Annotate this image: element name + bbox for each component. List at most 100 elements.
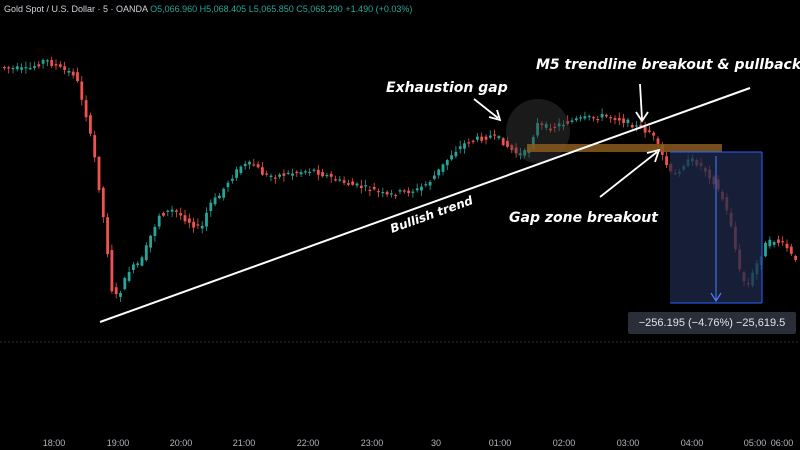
candle-body (71, 71, 75, 76)
candle-body (622, 118, 625, 124)
candle-body (652, 132, 656, 136)
candle-body (63, 66, 66, 70)
candle-body (97, 156, 101, 191)
candle-body (437, 169, 441, 176)
candle-body (218, 195, 221, 199)
candle-body (316, 169, 320, 175)
candle-body (398, 190, 402, 192)
candle-body (101, 187, 105, 218)
candle-body (67, 70, 71, 73)
candle-body (37, 64, 41, 67)
candle-body (213, 197, 217, 205)
candle-body (385, 191, 389, 195)
candle-body (84, 100, 88, 118)
candle-body (192, 221, 195, 228)
candles-layer (3, 56, 797, 303)
time-axis[interactable]: 18:00 19:00 20:00 21:00 22:00 23:00 30 01:00 02:… (43, 438, 794, 448)
candle-body (58, 64, 62, 67)
candle-body (557, 123, 561, 127)
candle-body (93, 135, 97, 158)
candle-body (291, 173, 294, 176)
candle-body (24, 67, 28, 69)
candle-body (15, 66, 19, 70)
candle-body (239, 166, 243, 174)
candle-body (256, 164, 260, 168)
candle-body (454, 151, 458, 157)
candle-body (467, 142, 471, 144)
candle-body (347, 183, 350, 185)
exhaustion-arrow-shaft (473, 98, 499, 119)
candle-body (523, 149, 527, 156)
gap-zone-breakout-label: Gap zone breakout (509, 210, 659, 226)
time-axis-label: 03:00 (617, 438, 640, 448)
candle-body (355, 183, 359, 186)
candle-body (11, 67, 15, 70)
candle-body (441, 164, 445, 172)
gap-breakout-arrow-shaft (599, 151, 658, 198)
bullish-trendline (99, 87, 751, 323)
candle-body (420, 186, 423, 191)
time-axis-label: 20:00 (170, 438, 193, 448)
candle-body (613, 118, 617, 120)
candle-body (329, 173, 333, 177)
candle-body (364, 185, 367, 187)
candle-body (110, 250, 114, 292)
candle-body (312, 169, 316, 171)
candle-body (170, 209, 174, 212)
candle-body (506, 140, 509, 147)
candle-body (536, 122, 539, 136)
candle-body (605, 114, 608, 117)
time-axis-label: 18:00 (43, 438, 66, 448)
candle-body (368, 189, 372, 191)
candle-body (648, 130, 651, 132)
candle-body (149, 235, 152, 248)
candle-body (80, 81, 84, 100)
price-change: +1.490 (+0.03%) (345, 4, 413, 14)
candle-body (114, 287, 118, 295)
candle-body (359, 185, 363, 189)
measure-arrow-head (710, 292, 722, 303)
candle-body (54, 64, 58, 66)
candle-body (772, 242, 776, 245)
candle-body (570, 120, 574, 122)
candle-body (338, 179, 342, 181)
candle-body (480, 136, 484, 141)
time-axis-label: 21:00 (233, 438, 256, 448)
candle-body (381, 192, 385, 194)
candle-body (321, 171, 324, 177)
time-axis-label: 05:00 (744, 438, 767, 448)
symbol-title[interactable]: Gold Spot / U.S. Dollar · 5 · OANDA (4, 4, 148, 14)
time-axis-label: 02:00 (553, 438, 576, 448)
candle-body (127, 271, 131, 281)
candle-body (157, 215, 161, 227)
candle-body (351, 181, 355, 185)
ohlc-close: C5,068.290 (296, 4, 343, 14)
candle-body (261, 167, 264, 175)
candle-body (282, 173, 286, 176)
candle-body (592, 117, 595, 119)
candle-body (33, 66, 36, 68)
candle-body (789, 246, 793, 254)
trendline-breakout-label: M5 trendline breakout & pullback (536, 57, 800, 73)
candle-body (196, 224, 200, 226)
candle-body (424, 184, 428, 186)
candle-body (119, 292, 122, 297)
candle-body (768, 239, 772, 247)
candle-body (187, 218, 191, 223)
candle-body (308, 171, 312, 174)
candle-body (579, 117, 582, 119)
candle-body (325, 174, 329, 177)
time-axis-label: 19:00 (107, 438, 130, 448)
candle-body (377, 191, 380, 193)
candle-body (304, 171, 307, 173)
candle-body (235, 169, 238, 178)
candle-body (794, 255, 797, 260)
candle-body (635, 125, 638, 127)
candle-body (273, 177, 277, 179)
trendline-arrow-head (635, 111, 649, 123)
candle-body (166, 210, 170, 212)
candle-body (643, 127, 647, 133)
candle-body (269, 175, 273, 178)
candle-body (415, 188, 419, 191)
